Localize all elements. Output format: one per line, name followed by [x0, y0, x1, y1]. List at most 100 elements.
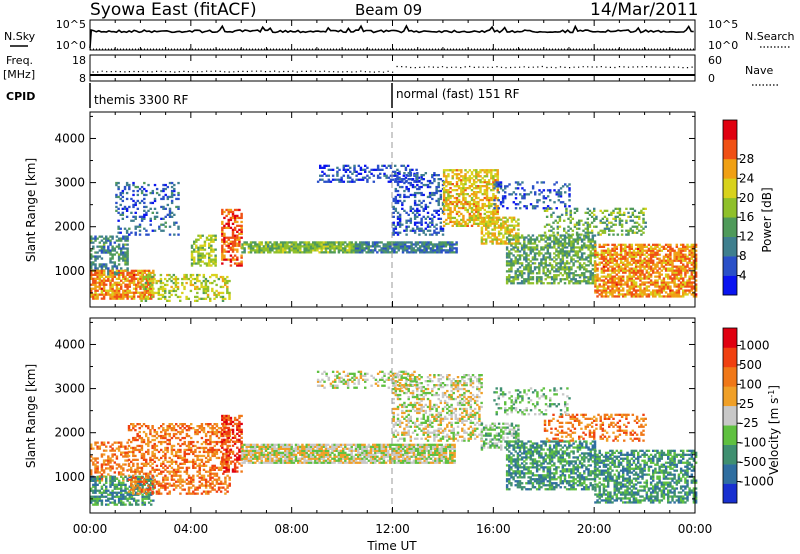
echo-cell [647, 257, 651, 260]
echo-cell [109, 285, 112, 288]
echo-cell [487, 196, 491, 200]
echo-cell [397, 247, 400, 250]
echo-cell [468, 185, 472, 188]
echo-cell [639, 243, 642, 246]
echo-cell [361, 243, 364, 246]
echo-cell [122, 293, 125, 296]
echo-cell [170, 211, 174, 214]
echo-cell [442, 208, 446, 212]
echo-cell [675, 283, 679, 286]
echo-cell [626, 285, 629, 288]
echo-cell [202, 297, 206, 300]
echo-cell [442, 198, 446, 202]
echo-cell [559, 258, 562, 261]
echo-cell [307, 243, 311, 246]
echo-cell [422, 215, 425, 218]
echo-cell [626, 277, 629, 280]
echo-cell [102, 281, 106, 284]
echo-cell [501, 205, 505, 208]
echo-cell [485, 224, 488, 227]
echo-cell [196, 287, 199, 291]
echo-cell [196, 279, 199, 283]
echo-cell [585, 244, 588, 247]
echo-cell [185, 273, 188, 277]
echo-cell [442, 181, 446, 184]
echo-cell [143, 217, 146, 220]
echo-cell [414, 249, 418, 252]
echo-cell [413, 231, 417, 234]
echo-cell [109, 259, 112, 262]
echo-cell [120, 467, 123, 470]
echo-cell [641, 263, 644, 266]
echo-cell [346, 245, 349, 248]
echo-cell [122, 451, 125, 454]
echo-cell [143, 289, 147, 292]
echo-cell [126, 271, 129, 274]
echo-cell [352, 251, 356, 254]
echo-cell [485, 175, 489, 178]
echo-cell [642, 231, 645, 234]
echo-cell [94, 469, 97, 472]
echo-cell [447, 212, 450, 216]
echo-cell [170, 199, 174, 203]
echo-cell [628, 261, 631, 264]
echo-cell [619, 269, 623, 272]
echo-cell [160, 205, 163, 209]
echo-cell [389, 247, 392, 250]
echo-cell [538, 278, 541, 281]
echo-cell [102, 273, 106, 276]
echo-cell [479, 216, 482, 220]
echo-cell [227, 236, 230, 239]
echo-cell [558, 219, 562, 222]
echo-cell [444, 243, 448, 246]
echo-cell [282, 251, 285, 254]
colorbar-swatch [723, 120, 737, 140]
echo-cell [575, 227, 579, 230]
echo-cell [635, 221, 639, 224]
echo-cell [344, 241, 347, 244]
echo-cell [576, 252, 580, 255]
echo-cell [527, 262, 530, 265]
echo-cell [409, 172, 413, 175]
echo-cell [229, 226, 233, 229]
echo-cell [512, 254, 515, 257]
echo-cell [673, 255, 676, 258]
echo-cell [497, 199, 501, 202]
echo-cell [359, 168, 363, 171]
echo-cell [418, 203, 421, 207]
echo-cell [573, 211, 577, 214]
echo-cell [643, 273, 646, 276]
echo-cell [143, 213, 146, 216]
echo-cell [236, 244, 239, 247]
echo-cell [523, 244, 526, 247]
echo-cell [416, 174, 419, 177]
echo-cell [363, 249, 366, 252]
echo-cell [504, 226, 507, 229]
echo-cell [372, 180, 376, 183]
echo-cell [205, 236, 209, 239]
echo-cell [199, 236, 202, 239]
echo-cell [431, 181, 434, 185]
echo-cell [214, 258, 217, 261]
echo-cell [485, 173, 489, 176]
echo-cell [622, 279, 625, 282]
echo-cell [610, 213, 613, 216]
echo-cell [578, 233, 581, 236]
echo-cell [538, 240, 541, 243]
echo-cell [365, 241, 368, 244]
echo-cell [238, 264, 241, 267]
echo-cell [398, 199, 402, 203]
echo-cell [122, 259, 125, 262]
echo-cell [686, 271, 689, 274]
echo-cell [124, 279, 127, 282]
echo-cell [508, 232, 512, 235]
echo-cell [115, 297, 119, 300]
echo-cell [477, 179, 480, 182]
echo-cell [140, 199, 144, 203]
echo-cell [694, 273, 698, 276]
echo-cell [667, 281, 670, 284]
echo-cell [460, 171, 463, 174]
echo-cell [451, 247, 454, 250]
echo-cell [642, 219, 645, 222]
